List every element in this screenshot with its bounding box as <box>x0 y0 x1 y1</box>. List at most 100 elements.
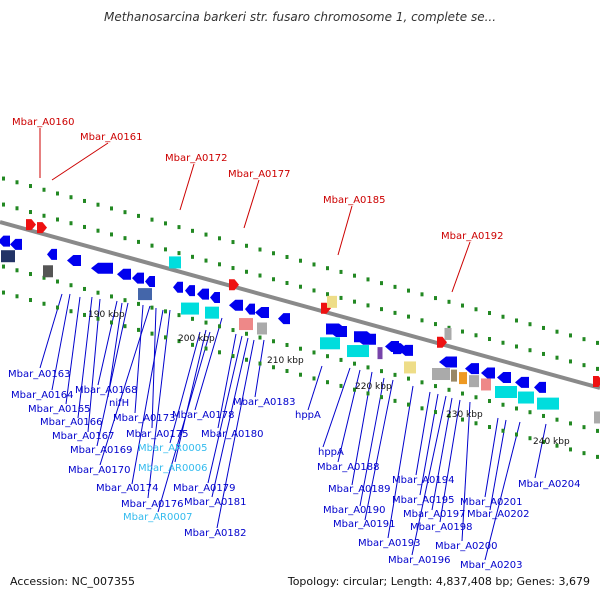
tick-mark-row2 <box>582 425 586 430</box>
bottom-leader-line-26 <box>359 377 385 507</box>
bottom-label-mbar-a0178[interactable]: Mbar_A0178 <box>172 410 235 421</box>
gene-arrow-forward-red-5 <box>593 375 600 387</box>
bottom-label-mbar-a0181[interactable]: Mbar_A0181 <box>184 497 247 508</box>
tick-mark-row1 <box>245 269 248 274</box>
bottom-label-mbar-a0197[interactable]: Mbar_A0197 <box>403 509 466 520</box>
bottom-label-mbar-a0202[interactable]: Mbar_A0202 <box>467 509 530 520</box>
bottom-label-mbar-ar0006[interactable]: Mbar_AR0006 <box>138 463 207 474</box>
tick-mark-row0 <box>420 292 424 297</box>
bottom-label-mbar-ar0005[interactable]: Mbar_AR0005 <box>138 443 207 454</box>
tick-mark-row0 <box>461 303 464 308</box>
bottom-label-mbar-a0164[interactable]: Mbar_A0164 <box>11 390 74 401</box>
bottom-label-mbar-a0176[interactable]: Mbar_A0176 <box>121 499 184 510</box>
tick-mark-row0 <box>447 299 451 304</box>
tick-mark-row3 <box>218 350 221 355</box>
tick-mark-row2 <box>569 421 572 426</box>
tick-mark-row0 <box>15 180 19 185</box>
gene-arrow-forward-red-1 <box>37 222 47 234</box>
top-leader-line-1 <box>51 142 109 181</box>
gene-arrow-reverse-blue-4 <box>91 262 113 274</box>
scale-label-190: 190 kbp <box>88 310 125 320</box>
bottom-label-mbar-a0195[interactable]: Mbar_A0195 <box>392 495 455 506</box>
gene-features[interactable] <box>0 219 600 424</box>
tick-mark-row2 <box>312 350 316 355</box>
bottom-label-mbar-a0166[interactable]: Mbar_A0166 <box>40 417 103 428</box>
bottom-label-mbar-a0180[interactable]: Mbar_A0180 <box>201 429 264 440</box>
gene-arrow-reverse-blue-0 <box>0 235 10 247</box>
bottom-label-mbar-a0168[interactable]: Mbar_A0168 <box>75 385 138 396</box>
gene-arrow-forward-blue-1 <box>354 331 374 343</box>
bottom-label-hppa-2[interactable]: hppA <box>318 447 344 458</box>
bottom-label-nifh[interactable]: nifH <box>109 398 129 409</box>
bottom-label-mbar-ar0007[interactable]: Mbar_AR0007 <box>123 512 192 523</box>
gene-box-yellow-0 <box>327 295 337 308</box>
top-gene-labels: Mbar_A0160 Mbar_A0161 Mbar_A0172 Mbar_A0… <box>12 117 504 242</box>
bottom-label-mbar-a0167[interactable]: Mbar_A0167 <box>52 431 115 442</box>
tick-mark-row0 <box>366 277 370 282</box>
bottom-label-mbar-a0165[interactable]: Mbar_A0165 <box>28 404 91 415</box>
top-label-mbar-a0185[interactable]: Mbar_A0185 <box>323 195 386 206</box>
bottom-leader-line-25 <box>351 371 373 486</box>
bottom-label-mbar-a0173[interactable]: Mbar_A0173 <box>113 413 176 424</box>
tick-mark-row1 <box>447 325 451 330</box>
bottom-leader-line-28 <box>387 385 414 539</box>
bottom-label-mbar-a0179[interactable]: Mbar_A0179 <box>173 483 236 494</box>
bottom-label-mbar-a0194[interactable]: Mbar_A0194 <box>392 475 455 486</box>
tick-mark-row3 <box>582 451 586 456</box>
bottom-leader-line-24 <box>337 369 361 463</box>
top-label-mbar-a0172[interactable]: Mbar_A0172 <box>165 153 228 164</box>
tick-mark-row2 <box>393 372 397 377</box>
bottom-label-mbar-a0182[interactable]: Mbar_A0182 <box>184 528 247 539</box>
gene-box-gray-1 <box>257 322 267 335</box>
bottom-label-mbar-a0175[interactable]: Mbar_A0175 <box>126 429 189 440</box>
bottom-label-mbar-a0196[interactable]: Mbar_A0196 <box>388 555 451 566</box>
tick-mark-row3 <box>150 331 154 336</box>
bottom-label-mbar-a0183[interactable]: Mbar_A0183 <box>233 397 296 408</box>
tick-mark-row0 <box>326 266 329 271</box>
bottom-label-mbar-a0190[interactable]: Mbar_A0190 <box>323 505 386 516</box>
top-label-mbar-a0161[interactable]: Mbar_A0161 <box>80 132 143 143</box>
gene-arrow-reverse-blue-2 <box>47 248 57 260</box>
bottom-label-mbar-a0163[interactable]: Mbar_A0163 <box>8 369 71 380</box>
gene-box-gray-3 <box>469 375 479 388</box>
bottom-label-mbar-a0174[interactable]: Mbar_A0174 <box>96 483 159 494</box>
bottom-label-hppa-1[interactable]: hppA <box>295 410 321 421</box>
bottom-label-mbar-a0200[interactable]: Mbar_A0200 <box>435 541 498 552</box>
bottom-label-mbar-a0189[interactable]: Mbar_A0189 <box>328 484 391 495</box>
bottom-label-mbar-a0198[interactable]: Mbar_A0198 <box>410 522 473 533</box>
bottom-label-mbar-a0201[interactable]: Mbar_A0201 <box>460 497 523 508</box>
bottom-label-mbar-a0188[interactable]: Mbar_A0188 <box>317 462 380 473</box>
tick-mark-row1 <box>380 307 383 312</box>
top-label-mbar-a0160[interactable]: Mbar_A0160 <box>12 117 75 128</box>
tick-mark-row3 <box>231 354 235 359</box>
tick-mark-row0 <box>272 251 275 256</box>
tick-mark-row1 <box>596 366 599 371</box>
bottom-label-mbar-a0203[interactable]: Mbar_A0203 <box>460 560 523 571</box>
bottom-label-mbar-a0193[interactable]: Mbar_A0193 <box>358 538 421 549</box>
tick-mark-row1 <box>231 266 235 271</box>
tick-mark-row1 <box>164 247 167 252</box>
tick-mark-row2 <box>272 339 275 344</box>
tick-mark-row2 <box>231 328 235 333</box>
tick-mark-row1 <box>258 273 262 278</box>
tick-mark-row3 <box>366 391 370 396</box>
tick-mark-row3 <box>272 365 275 370</box>
gene-box-cyan-1 <box>181 302 199 315</box>
tick-mark-row0 <box>123 210 127 215</box>
tick-mark-row0 <box>555 329 559 334</box>
top-label-mbar-a0192[interactable]: Mbar_A0192 <box>441 231 504 242</box>
tick-mark-row3 <box>69 309 73 314</box>
tick-mark-row0 <box>299 258 302 263</box>
bottom-label-mbar-a0204[interactable]: Mbar_A0204 <box>518 479 581 490</box>
scale-label-240: 240 kbp <box>533 437 570 447</box>
tick-mark-row0 <box>245 243 248 248</box>
bottom-leader-line-35 <box>484 417 499 498</box>
bottom-label-mbar-a0191[interactable]: Mbar_A0191 <box>333 519 396 530</box>
tick-mark-row1 <box>515 344 518 349</box>
bottom-label-mbar-a0170[interactable]: Mbar_A0170 <box>68 465 131 476</box>
top-label-mbar-a0177[interactable]: Mbar_A0177 <box>228 169 291 180</box>
bottom-label-mbar-a0169[interactable]: Mbar_A0169 <box>70 445 133 456</box>
tick-mark-row1 <box>123 236 127 241</box>
